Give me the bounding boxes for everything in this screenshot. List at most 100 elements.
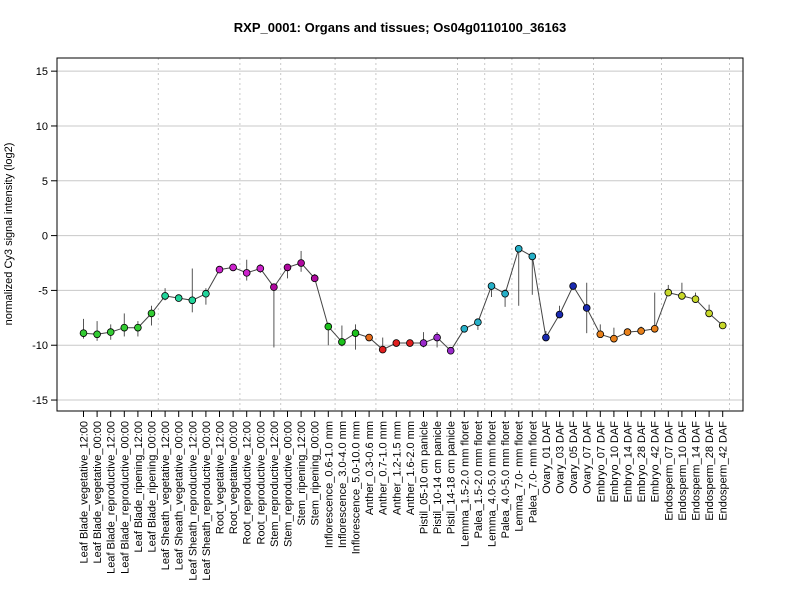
data-point (256, 264, 265, 273)
data-point (582, 304, 591, 312)
x-tick-label: Leaf Blade_vegetative_00:00 (92, 421, 104, 564)
x-tick-label: Embryo_42 DAF (650, 421, 662, 503)
x-tick-label: Lemma_7.0- mm floret (514, 421, 526, 532)
data-point (174, 294, 183, 302)
plot-frame (56, 57, 744, 412)
data-point (433, 333, 441, 342)
x-tick-label: Leaf Sheath_reproductive_12:00 (187, 421, 199, 581)
x-tick-label: Palea_1.5-2.0 mm floret (473, 421, 485, 538)
y-tick-label: 5 (42, 176, 48, 188)
data-point (351, 329, 360, 337)
data-point (650, 324, 659, 333)
data-point (378, 345, 387, 354)
x-tick-label: Endosperm_07 DAF (663, 421, 675, 521)
x-tick-label: Leaf Blade_reproductive_00:00 (119, 421, 131, 574)
x-axis: Leaf Blade_vegetative_12:00 Leaf Blade_ve… (79, 411, 730, 581)
y-tick-label: 10 (36, 121, 48, 133)
data-point (93, 330, 101, 339)
grid (57, 58, 743, 411)
x-tick-label: Stem_reproductive_00:00 (283, 421, 295, 547)
data-point (365, 333, 373, 342)
x-tick-label: Endosperm_42 DAF (718, 421, 730, 521)
chart-title: RXP_0001: Organs and tissues; Os04g01101… (234, 20, 566, 35)
data-point (514, 244, 523, 253)
data-point (460, 324, 469, 333)
data-point (637, 327, 645, 335)
y-tick-label: 15 (36, 66, 48, 78)
x-tick-label: Palea_7.0- mm floret (527, 421, 539, 523)
data-point (283, 263, 292, 272)
x-tick-label: Root_reproductive_00:00 (255, 421, 267, 545)
x-tick-label: Root_reproductive_12:00 (242, 421, 254, 545)
data-point (270, 283, 278, 291)
data-point (161, 292, 169, 300)
x-tick-label: Pistil_10-14 cm panicle (432, 421, 444, 534)
x-tick-label: Ovary_05 DAF (568, 421, 580, 494)
x-tick-label: Endosperm_10 DAF (677, 421, 689, 521)
x-tick-label: Leaf Sheath_vegetative_12:00 (160, 421, 172, 570)
x-tick-label: Pistil_14-18 cm panicle (446, 421, 458, 534)
data-point (542, 333, 550, 342)
data-point (419, 339, 428, 347)
data-point (446, 346, 455, 355)
x-tick-label: Inflorescence_0.6-1.0 mm (323, 421, 335, 548)
x-tick-label: Stem_ripening_00:00 (310, 421, 322, 526)
x-tick-label: Root_vegetative_12:00 (215, 421, 227, 534)
data-point (623, 328, 632, 336)
data-point (242, 269, 251, 277)
data-point (215, 265, 224, 274)
data-point (202, 289, 210, 298)
x-tick-label: Embryo_28 DAF (636, 421, 648, 503)
x-tick-label: Embryo_10 DAF (609, 421, 621, 503)
data-point (297, 259, 305, 267)
data-point (691, 295, 700, 303)
x-tick-label: Endosperm_14 DAF (691, 421, 703, 521)
data-point (392, 339, 401, 347)
x-tick-label: Anther_0.7-1.0 mm (378, 421, 390, 515)
data-point (474, 318, 482, 327)
data-point (79, 329, 88, 337)
x-tick-label: Stem_ripening_12:00 (296, 421, 308, 526)
y-tick-label: -15 (32, 395, 48, 407)
y-tick-label: -10 (32, 340, 48, 352)
data-point (610, 334, 618, 343)
x-tick-label: Leaf Sheath_vegetative_00:00 (174, 421, 186, 570)
data-points (79, 244, 727, 355)
x-tick-label: Ovary_07 DAF (582, 421, 594, 494)
y-axis-label: normalized Cy3 signal intensity (log2) (3, 143, 15, 326)
data-point (555, 310, 564, 319)
data-point (324, 322, 333, 331)
x-tick-label: Root_vegetative_00:00 (228, 421, 240, 534)
data-point (569, 282, 577, 290)
data-point (406, 339, 414, 347)
x-tick-label: Pistil_05-10 cm panicle (419, 421, 431, 534)
data-point (664, 288, 673, 297)
data-point (705, 309, 713, 318)
x-tick-label: Leaf Sheath_reproductive_00:00 (201, 421, 213, 581)
data-point (310, 274, 319, 283)
data-point (188, 296, 197, 305)
data-point (338, 338, 346, 346)
y-tick-label: -5 (38, 285, 48, 297)
data-point (718, 321, 727, 330)
x-tick-label: Anther_1.2-1.5 mm (391, 421, 403, 515)
data-point (528, 252, 537, 261)
x-tick-label: Embryo_07 DAF (595, 421, 607, 503)
x-tick-label: Leaf Blade_ripening_12:00 (133, 421, 145, 553)
data-point (229, 263, 237, 272)
x-tick-label: Leaf Blade_ripening_00:00 (147, 421, 159, 553)
x-tick-label: Inflorescence_5.0-10.0 mm (351, 421, 363, 554)
data-point (487, 282, 496, 290)
x-tick-label: Lemma_4.0-5.0 mm floret (487, 421, 499, 547)
x-tick-label: Ovary_03 DAF (555, 421, 567, 494)
x-tick-label: Anther_1.6-2.0 mm (405, 421, 417, 515)
x-tick-label: Inflorescence_3.0-4.0 mm (337, 421, 349, 548)
y-tick-label: 0 (42, 231, 48, 243)
x-tick-label: Endosperm_28 DAF (704, 421, 716, 521)
x-tick-label: Anther_0.3-0.6 mm (364, 421, 376, 515)
data-point (501, 289, 509, 298)
data-point (596, 330, 605, 339)
data-point (120, 323, 129, 332)
x-tick-label: Leaf Blade_reproductive_12:00 (106, 421, 118, 574)
